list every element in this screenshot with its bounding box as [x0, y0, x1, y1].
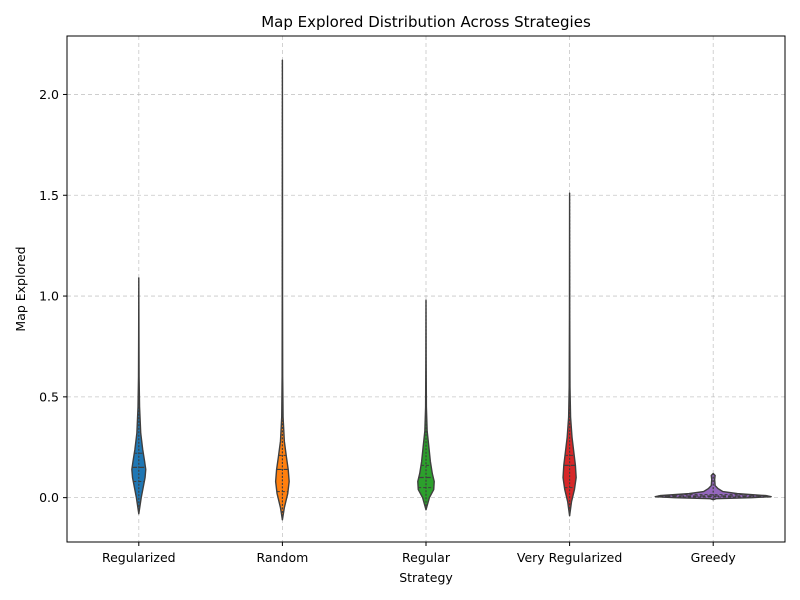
- y-tick-label: 0.5: [39, 389, 59, 404]
- y-tick-label: 1.5: [39, 188, 59, 203]
- x-tick-label: Greedy: [691, 550, 737, 565]
- y-axis-label: Map Explored: [13, 246, 28, 331]
- y-tick-label: 2.0: [39, 87, 59, 102]
- violin-random: [274, 59, 290, 521]
- y-tick-label: 1.0: [39, 289, 59, 304]
- x-axis-label: Strategy: [399, 570, 453, 585]
- violin-regular: [417, 299, 435, 511]
- violin-regularized: [131, 277, 147, 515]
- violin-layer: [131, 59, 772, 521]
- axis-layer: 0.0 0.5 1.0 1.5 2.0 Regularized Random Regular V…: [39, 87, 736, 565]
- x-tick-label: Regularized: [102, 550, 176, 565]
- y-tick-label: 0.0: [39, 490, 59, 505]
- chart-title: Map Explored Distribution Across Strateg…: [261, 13, 591, 31]
- x-tick-label: Regular: [402, 550, 451, 565]
- x-tick-label: Very Regularized: [517, 550, 622, 565]
- x-tick-label: Random: [257, 550, 309, 565]
